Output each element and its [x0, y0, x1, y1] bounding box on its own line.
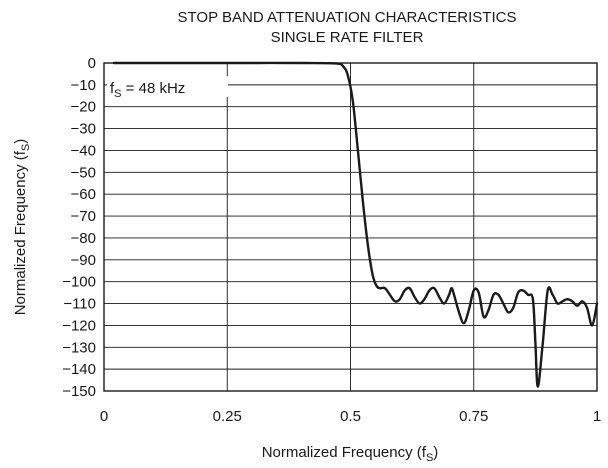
y-tick-label: −110 — [63, 296, 96, 313]
sample-rate-annotation: fS = 48 kHz — [110, 80, 185, 100]
x-tick-label: 1 — [593, 408, 601, 425]
y-tick-label: −130 — [62, 339, 96, 356]
annotation-background — [107, 76, 228, 97]
y-tick-label: −140 — [62, 361, 96, 378]
y-tick-label: −10 — [71, 77, 96, 94]
x-tick-labels: 0 0.25 0.5 0.75 1 — [100, 408, 601, 425]
y-tick-label: −120 — [62, 317, 96, 334]
x-tick-label: 0.75 — [459, 408, 488, 425]
y-tick-label: −40 — [71, 142, 96, 159]
y-axis-label: Normalized Frequency (fS) — [12, 139, 32, 316]
x-axis-label: Normalized Frequency (fS) — [262, 444, 439, 464]
y-tick-label: −80 — [71, 230, 96, 247]
chart-title-line-2: SINGLE RATE FILTER — [271, 29, 424, 46]
y-tick-label: −70 — [71, 208, 96, 225]
x-tick-label: 0.5 — [340, 408, 361, 425]
y-tick-label: −60 — [71, 186, 96, 203]
y-tick-label: −50 — [71, 164, 96, 181]
y-tick-label: 0 — [88, 55, 96, 72]
y-tick-label: −30 — [71, 121, 96, 138]
y-tick-labels: 0 −10 −20 −30 −40 −50 −60 −70 −80 −90 −100 −110 −120… — [62, 55, 96, 400]
y-tick-label: −90 — [71, 252, 96, 269]
y-tick-label: −20 — [71, 99, 96, 116]
series-line-0 — [112, 61, 599, 388]
x-tick-label: 0 — [100, 408, 108, 425]
y-tick-label: −100 — [62, 274, 96, 291]
chart-title-line-1: STOP BAND ATTENUATION CHARACTERISTICS — [178, 9, 517, 26]
y-tick-label: −150 — [62, 383, 96, 400]
grid-lines — [104, 63, 597, 391]
series-layer — [112, 61, 599, 388]
x-tick-label: 0.25 — [213, 408, 242, 425]
